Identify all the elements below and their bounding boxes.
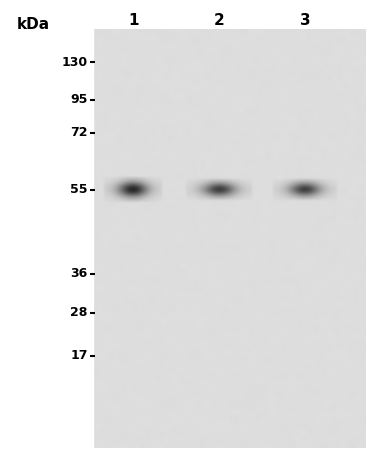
Text: 2: 2 [214, 13, 225, 28]
Text: 17: 17 [70, 349, 88, 362]
Text: 36: 36 [71, 267, 88, 280]
Text: 72: 72 [70, 126, 88, 139]
Text: 3: 3 [300, 13, 311, 28]
Text: 95: 95 [71, 94, 88, 106]
Text: 130: 130 [62, 56, 88, 68]
Text: 55: 55 [70, 184, 88, 196]
Text: 28: 28 [71, 306, 88, 319]
Text: 1: 1 [128, 13, 139, 28]
Bar [0, 0, 93, 450]
Text: kDa: kDa [16, 17, 50, 32]
